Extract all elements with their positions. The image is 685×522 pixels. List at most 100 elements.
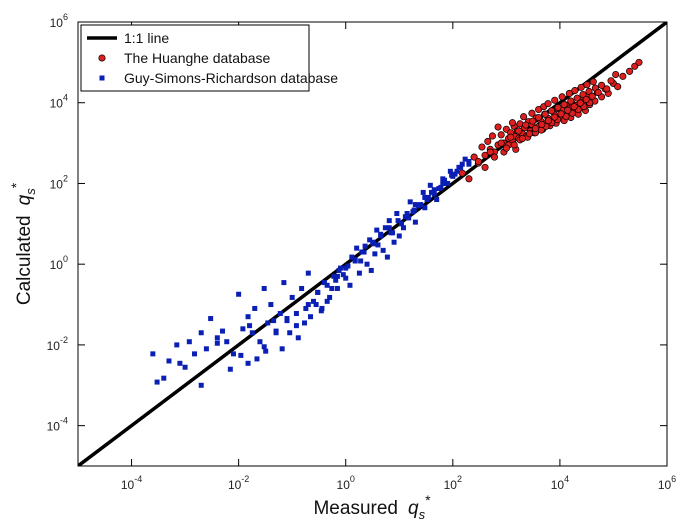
huanghe-point bbox=[583, 81, 591, 89]
gsr-point bbox=[174, 342, 180, 348]
gsr-point bbox=[368, 267, 374, 273]
huanghe-point bbox=[522, 121, 530, 129]
huanghe-point bbox=[541, 110, 549, 118]
gsr-point bbox=[404, 211, 410, 217]
gsr-point bbox=[434, 197, 440, 203]
x-axis-label-text: Measured bbox=[313, 498, 398, 519]
huanghe-point bbox=[548, 107, 556, 115]
x-tick-label-base: 10 bbox=[121, 478, 135, 492]
x-tick-label-base: 10 bbox=[551, 478, 565, 492]
gsr-point bbox=[214, 335, 220, 341]
huanghe-point bbox=[579, 90, 587, 99]
gsr-point bbox=[203, 346, 209, 352]
huanghe-point bbox=[525, 130, 534, 138]
y-tick-label-exp: 6 bbox=[63, 12, 68, 22]
y-tick-label: 102 bbox=[50, 173, 68, 191]
huanghe-point bbox=[528, 109, 536, 117]
gsr-point bbox=[182, 364, 188, 370]
huanghe-point bbox=[470, 153, 478, 161]
huanghe-point bbox=[535, 113, 543, 122]
plot-content bbox=[78, 22, 667, 466]
y-tick-label-exp: -2 bbox=[60, 335, 68, 345]
gsr-point bbox=[416, 203, 422, 209]
huanghe-point bbox=[507, 133, 515, 141]
gsr-point bbox=[459, 161, 465, 167]
y-axis-label: Calculated qs* bbox=[8, 182, 38, 305]
huanghe-point bbox=[557, 110, 565, 118]
gsr-point bbox=[198, 330, 204, 336]
gsr-point bbox=[238, 352, 244, 358]
huanghe-point bbox=[502, 144, 510, 152]
y-tick-label-base: 10 bbox=[50, 97, 64, 111]
y-tick-label-exp: 2 bbox=[63, 173, 68, 183]
huanghe-point bbox=[607, 77, 615, 85]
huanghe-point bbox=[497, 131, 505, 139]
gsr-point bbox=[287, 330, 293, 336]
huanghe-point bbox=[481, 151, 489, 159]
gsr-point bbox=[336, 267, 342, 273]
x-tick-label: 10-4 bbox=[121, 474, 142, 492]
gsr-point bbox=[412, 202, 418, 208]
gsr-point bbox=[374, 227, 380, 233]
legend-square-swatch bbox=[99, 75, 105, 81]
gsr-point bbox=[198, 382, 204, 388]
gsr-point bbox=[293, 323, 299, 329]
gsr-point bbox=[192, 351, 198, 357]
gsr-point bbox=[440, 176, 446, 182]
gsr-point bbox=[302, 320, 308, 326]
gsr-point bbox=[378, 233, 384, 239]
gsr-point bbox=[310, 298, 316, 304]
huanghe-point bbox=[478, 143, 486, 151]
huanghe-point bbox=[571, 87, 579, 95]
gsr-point bbox=[208, 316, 214, 322]
x-axis-symbol-sup: * bbox=[425, 492, 431, 508]
gsr-point bbox=[319, 305, 325, 311]
huanghe-point bbox=[458, 169, 466, 177]
gsr-point bbox=[240, 326, 246, 332]
huanghe-point bbox=[486, 148, 494, 156]
huanghe-point bbox=[508, 119, 517, 127]
huanghe-point bbox=[529, 117, 537, 125]
gsr-point bbox=[289, 294, 295, 300]
gsr-point bbox=[331, 273, 337, 279]
huanghe-point bbox=[488, 132, 497, 140]
y-tick-label: 106 bbox=[50, 12, 68, 30]
huanghe-point bbox=[565, 89, 573, 97]
gsr-point bbox=[384, 254, 390, 260]
gsr-point bbox=[263, 348, 269, 354]
huanghe-point bbox=[484, 137, 492, 145]
gsr-point bbox=[431, 191, 437, 197]
x-axis-symbol-sub: s bbox=[419, 507, 426, 522]
axis-ticks bbox=[78, 21, 668, 466]
x-tick-label-base: 10 bbox=[444, 478, 458, 492]
huanghe-point bbox=[594, 88, 602, 96]
gsr-point bbox=[462, 156, 468, 162]
gsr-point bbox=[245, 360, 251, 366]
gsr-point bbox=[431, 187, 437, 193]
huanghe-point bbox=[626, 67, 634, 75]
huanghe-point bbox=[544, 117, 552, 125]
huanghe-point bbox=[582, 95, 590, 104]
y-axis-symbol: q bbox=[14, 194, 35, 205]
gsr-point bbox=[358, 258, 364, 264]
huanghe-point bbox=[614, 83, 622, 91]
gsr-point bbox=[227, 366, 233, 372]
gsr-point bbox=[395, 218, 401, 224]
gsr-point bbox=[454, 168, 460, 174]
huanghe-point bbox=[481, 163, 489, 171]
legend-circle-swatch bbox=[98, 54, 106, 62]
gsr-point bbox=[367, 237, 373, 243]
gsr-point bbox=[427, 182, 433, 188]
gsr-point bbox=[161, 375, 167, 381]
x-tick-label-exp: -2 bbox=[241, 474, 249, 484]
gsr-point bbox=[349, 254, 355, 260]
huanghe-point bbox=[544, 100, 552, 108]
gsr-point bbox=[150, 351, 156, 357]
gsr-point bbox=[245, 314, 251, 320]
gsr-point bbox=[230, 351, 236, 357]
gsr-point bbox=[154, 379, 160, 385]
gsr-point bbox=[458, 164, 464, 170]
huanghe-point bbox=[588, 92, 596, 100]
huanghe-point bbox=[531, 124, 540, 133]
gsr-point bbox=[265, 320, 271, 326]
